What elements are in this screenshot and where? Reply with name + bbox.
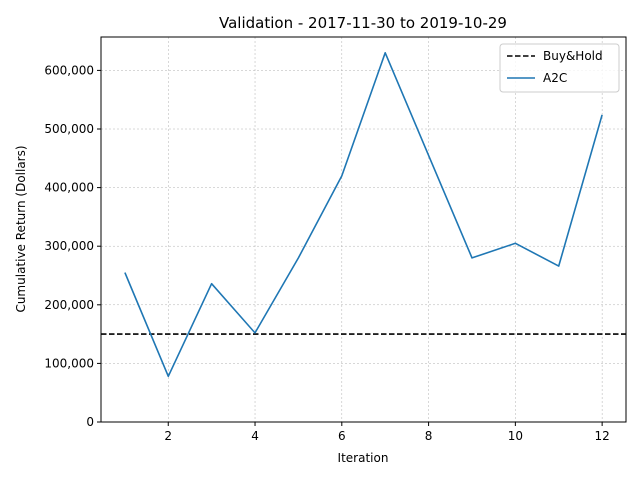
- y-tick-label: 300,000: [44, 239, 94, 253]
- x-tick-label: 6: [338, 429, 346, 443]
- series-group: [101, 51, 626, 378]
- grid: [101, 37, 626, 423]
- legend-label-buy-hold: Buy&Hold: [543, 49, 603, 63]
- y-tick-label: 500,000: [44, 122, 94, 136]
- x-tick-label: 2: [164, 429, 172, 443]
- legend: Buy&Hold A2C: [499, 43, 620, 93]
- legend-box: [499, 43, 620, 93]
- y-tick-label: 0: [86, 415, 94, 429]
- x-axis: 2 4 6 8 10 12: [164, 422, 610, 443]
- y-axis: 0 100,000 200,000 300,000 400,000 500,000 600,…: [44, 63, 101, 429]
- y-axis-label: Cumulative Return (Dollars): [14, 145, 28, 312]
- legend-label-a2c: A2C: [543, 71, 567, 85]
- x-tick-label: 12: [594, 429, 609, 443]
- y-tick-label: 100,000: [44, 356, 94, 370]
- chart-title: Validation - 2017-11-30 to 2019-10-29: [219, 14, 507, 32]
- y-tick-label: 400,000: [44, 181, 94, 195]
- x-tick-label: 8: [425, 429, 433, 443]
- a2c-line: [124, 51, 603, 378]
- x-tick-label: 4: [251, 429, 259, 443]
- x-tick-label: 10: [508, 429, 523, 443]
- y-tick-label: 200,000: [44, 298, 94, 312]
- x-axis-label: Iteration: [338, 451, 389, 465]
- y-tick-label: 600,000: [44, 63, 94, 77]
- plot-area: [100, 36, 627, 423]
